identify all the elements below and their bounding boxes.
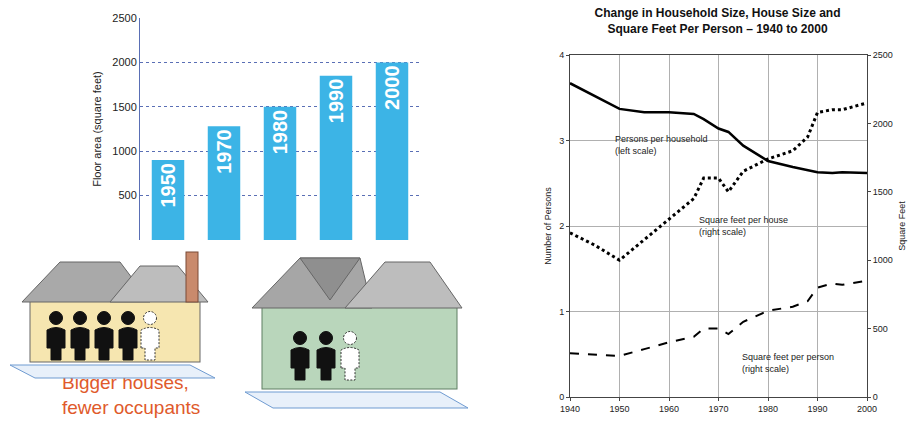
svg-text:Bigger houses,fewer occupants: Bigger houses,fewer occupants xyxy=(62,372,200,418)
svg-text:1000: 1000 xyxy=(112,145,136,157)
svg-text:1970: 1970 xyxy=(213,129,235,174)
svg-text:2500: 2500 xyxy=(873,50,893,60)
svg-text:1990: 1990 xyxy=(325,79,347,124)
svg-text:1990: 1990 xyxy=(807,404,827,414)
svg-text:1980: 1980 xyxy=(269,110,291,155)
svg-text:Floor area (square feet): Floor area (square feet) xyxy=(91,71,103,187)
svg-text:0: 0 xyxy=(873,392,878,402)
svg-text:2000: 2000 xyxy=(381,65,403,110)
svg-text:1000: 1000 xyxy=(873,255,893,265)
svg-text:Square feet per house(right sc: Square feet per house(right scale) xyxy=(699,215,788,237)
svg-text:3: 3 xyxy=(559,136,564,146)
svg-text:0: 0 xyxy=(559,392,564,402)
svg-text:Persons per household(left sca: Persons per household(left scale) xyxy=(615,134,708,156)
svg-text:2: 2 xyxy=(559,221,564,231)
svg-text:500: 500 xyxy=(873,324,888,334)
svg-text:500: 500 xyxy=(118,189,136,201)
svg-text:1: 1 xyxy=(559,307,564,317)
svg-text:1970: 1970 xyxy=(708,404,728,414)
svg-text:1960: 1960 xyxy=(659,404,679,414)
svg-text:1940: 1940 xyxy=(560,404,580,414)
svg-text:1500: 1500 xyxy=(873,187,893,197)
svg-text:2500: 2500 xyxy=(112,12,136,24)
svg-text:1980: 1980 xyxy=(758,404,778,414)
svg-text:2000: 2000 xyxy=(873,119,893,129)
svg-text:1950: 1950 xyxy=(157,163,179,208)
svg-text:1950: 1950 xyxy=(609,404,629,414)
svg-text:Square Feet: Square Feet xyxy=(897,201,907,251)
svg-text:1500: 1500 xyxy=(112,101,136,113)
svg-text:2000: 2000 xyxy=(857,404,877,414)
svg-text:Square feet per person(right s: Square feet per person(right scale) xyxy=(742,352,834,374)
svg-text:Number of Persons: Number of Persons xyxy=(543,187,553,265)
svg-text:4: 4 xyxy=(559,50,564,60)
svg-text:2000: 2000 xyxy=(112,56,136,68)
svg-text:Change in Household Size, Hous: Change in Household Size, House Size and… xyxy=(594,6,840,36)
